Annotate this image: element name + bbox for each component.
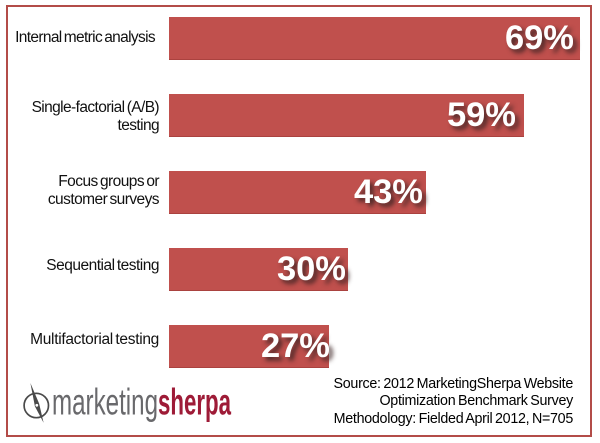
svg-text:marketing: marketing xyxy=(52,382,158,423)
svg-text:sherpa: sherpa xyxy=(158,382,231,423)
